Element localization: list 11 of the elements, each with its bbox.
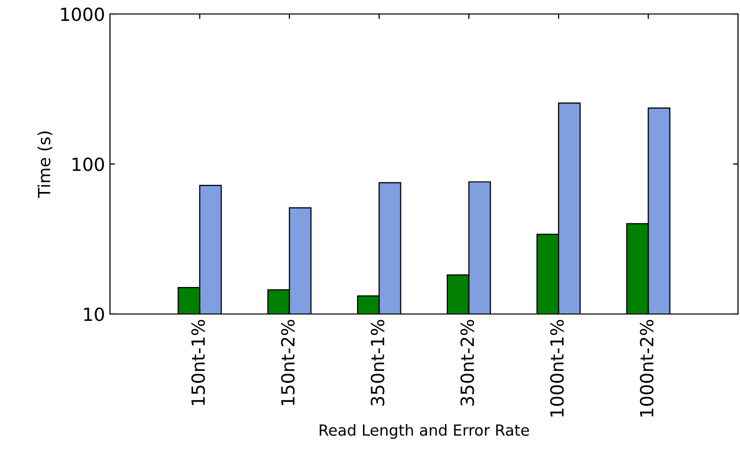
x-tick-label: 350nt-1%: [370, 320, 384, 406]
y-tick-label: 1000: [61, 7, 104, 22]
y-axis-title: Time (s): [38, 132, 52, 198]
x-tick-label: 350nt-2%: [460, 320, 474, 406]
x-tick-label: 1000nt-2%: [640, 320, 654, 417]
y-tick-label: 10: [84, 307, 104, 322]
x-tick-label: 150nt-1%: [191, 320, 205, 406]
x-tick-label: 1000nt-1%: [550, 320, 564, 417]
x-axis-title: Read Length and Error Rate: [320, 424, 529, 439]
x-tick-label: 150nt-2%: [281, 320, 295, 406]
y-tick-label: 100: [72, 157, 104, 172]
